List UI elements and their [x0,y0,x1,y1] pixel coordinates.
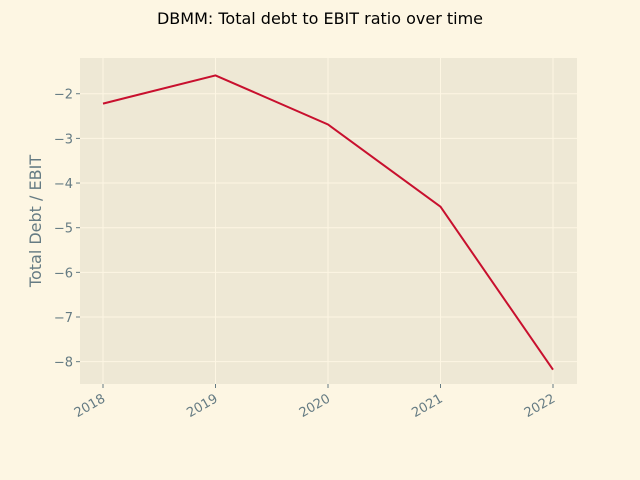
y-tick-label: −4 [54,177,73,192]
x-tick-label: 2022 [522,391,558,421]
y-tick-label: −8 [54,356,73,371]
grid [80,58,577,384]
x-tick-label: 2019 [184,391,220,421]
series-line [102,74,554,371]
x-tick-label: 2021 [409,391,445,421]
y-tick-label: −6 [54,266,73,281]
y-tick-label: −2 [54,88,73,103]
y-tick-label: −5 [54,222,73,237]
y-tick-label: −3 [54,132,73,147]
y-axis: −8 −7 −6 −5 −4 −3 −2 [54,88,80,371]
y-axis-label: Total Debt / EBIT [26,155,45,288]
x-axis: 2018 2019 2020 2021 2022 [72,384,558,421]
chart-title: DBMM: Total debt to EBIT ratio over time [157,9,483,28]
x-tick-label: 2018 [72,391,108,421]
y-tick-label: −7 [54,311,73,326]
x-tick-label: 2020 [297,391,333,421]
